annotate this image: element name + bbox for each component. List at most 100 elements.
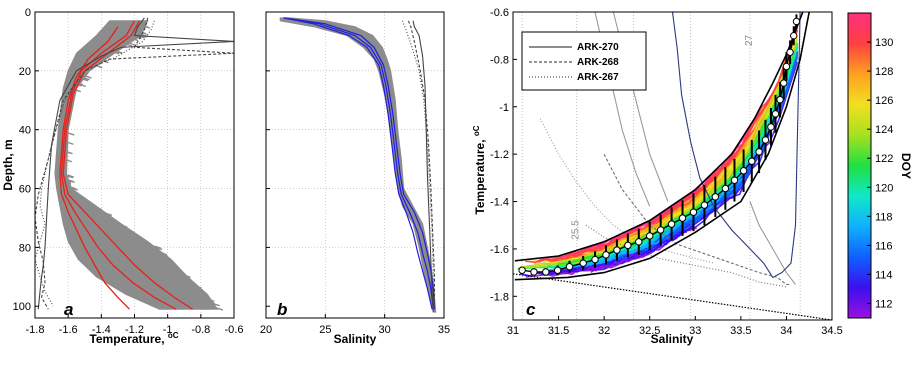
panel-a-cloud-streak xyxy=(125,43,133,47)
panel-a-cloud-streak xyxy=(67,174,75,178)
panel-b-letter: b xyxy=(277,300,287,319)
colorbar-tick-label: 120 xyxy=(875,182,893,194)
panel-a-cloud-streak xyxy=(121,224,128,228)
colorbar-tick-label: 112 xyxy=(875,298,893,310)
colorbar-label: DOY xyxy=(899,153,913,179)
panel-a-cloud-streak xyxy=(112,51,120,55)
panel-b-series-5 xyxy=(401,20,436,307)
panel-c-mean-point xyxy=(790,31,798,40)
panel-c-mean-point xyxy=(613,246,621,254)
panel-c-doy-curve xyxy=(638,107,781,258)
panel-c-mean-profile xyxy=(518,14,801,276)
panel-a-xtick-label: -1.8 xyxy=(26,324,45,336)
panel-b-x-label: Salinity xyxy=(334,332,377,346)
colorbar-tick-label: 122 xyxy=(875,153,893,165)
panel-a-cloud-streak xyxy=(131,37,138,42)
panel-c-mean-point xyxy=(518,266,526,274)
panel-a-xtick-label: -0.8 xyxy=(191,324,210,336)
panel-b-xtick-label: 30 xyxy=(379,324,391,336)
panel-a-xtick-label: -1.6 xyxy=(59,324,78,336)
panel-c-mean-point xyxy=(667,220,676,228)
panel-c-mean-point xyxy=(748,157,756,165)
panel-b-y-ticks xyxy=(266,11,270,307)
panel-c-mean-point xyxy=(689,208,698,216)
panel-a-cloud-streak xyxy=(208,300,215,304)
panel-a-cloud-streak xyxy=(68,132,75,136)
panel-c-mean-point xyxy=(579,259,587,267)
panel-a-xtick-label: -1 xyxy=(163,324,173,336)
panel-c-doy-curve xyxy=(616,222,694,260)
panel-a-ytick-label: 20 xyxy=(19,66,31,78)
panel-a-cloud-streak xyxy=(152,247,160,251)
panel-c-y-ticks: -1.8 -1.6 -1.4 -1.2 -1 -0.8 -0.6 xyxy=(490,7,517,303)
panel-a-profiles xyxy=(35,17,234,310)
panel-c-isopycnal-labels: 25.5 27 xyxy=(571,34,755,239)
panel-c-ts-diagram: 25.5 27 31 31.5 32 32.5 33 33.5 34 34.5 -1.8 -1.6… xyxy=(472,7,913,346)
panel-c-mean-point xyxy=(782,62,791,71)
panel-a-cloud-streak xyxy=(63,174,71,178)
panel-c-ytick-label: -0.6 xyxy=(490,7,509,19)
panel-c-mean-point xyxy=(602,251,610,259)
panel-a-cloud-streak xyxy=(135,36,142,40)
panel-b-xtick-label: 25 xyxy=(319,324,331,336)
panel-a-cloud-streak xyxy=(65,179,72,183)
panel-c-mean-point xyxy=(656,226,665,234)
panel-c-mean-point xyxy=(792,17,801,26)
panel-c-xtick-label: 31 xyxy=(507,325,519,337)
colorbar-tick-label: 116 xyxy=(875,240,893,252)
panel-a-cloud-streak xyxy=(79,83,86,88)
panel-c-ref-ark-270 xyxy=(671,12,801,279)
panel-b-series-0 xyxy=(283,17,434,310)
panel-a-x-label: Temperature, oC xyxy=(89,331,178,346)
panel-a-y-ticks: 0 20 40 60 80 100 xyxy=(13,7,39,313)
panel-b-gray-cloud xyxy=(279,17,437,313)
colorbar-tick-label: 114 xyxy=(875,269,893,281)
panel-a-cloud-streak xyxy=(66,178,73,183)
panel-b-profiles xyxy=(283,17,436,313)
panel-c-x-label: Salinity xyxy=(651,332,694,346)
panel-a-cloud-streak xyxy=(143,25,151,29)
panel-c-gray-profile-2 xyxy=(539,118,714,264)
panel-a-cloud-streak xyxy=(216,307,224,311)
panel-a-xtick-label: -1.4 xyxy=(92,324,111,336)
panel-c-mean-point xyxy=(739,167,748,175)
panel-c-mean-point xyxy=(678,214,687,222)
panel-a-y-label: Depth, m xyxy=(1,139,15,190)
panel-c-mean-point xyxy=(624,241,632,250)
panel-a-cloud-streak xyxy=(116,50,123,55)
panel-a-cloud-streak xyxy=(75,83,82,87)
panel-a-series-4 xyxy=(35,17,234,310)
panel-c-mean-point xyxy=(776,95,784,104)
panel-b-xtick-label: 20 xyxy=(260,324,272,336)
panel-a-cloud-streak xyxy=(140,238,147,242)
panel-b-series-2 xyxy=(283,17,433,310)
panel-c-ytick-label: -1.4 xyxy=(490,197,509,209)
panel-c-envelope-lower xyxy=(514,12,810,281)
panel-b-salinity-profile: 20 25 30 35 Salinity b xyxy=(260,11,450,346)
panel-c-xtick-label: 34 xyxy=(780,325,792,337)
colorbar-gradient xyxy=(847,12,872,319)
panel-a-cloud-streak xyxy=(158,252,166,256)
panel-a-cloud-streak xyxy=(105,212,113,216)
panel-a-cloud-streak xyxy=(187,280,195,285)
panel-c-doy-curve xyxy=(655,27,799,225)
panel-c-mean-point xyxy=(771,110,780,118)
panel-a-cloud-streak xyxy=(67,141,74,145)
panel-a-cloud-streak xyxy=(71,187,78,191)
panel-a-ytick-label: 60 xyxy=(19,184,31,196)
panel-a-cloud-streak xyxy=(140,31,147,35)
panel-a-series-2 xyxy=(59,26,130,310)
panel-c-mean-point xyxy=(755,148,763,156)
panel-c-mean-point xyxy=(700,201,709,209)
legend-label-ark268: ARK-268 xyxy=(577,57,619,68)
panel-a-cloud-streak xyxy=(95,65,103,69)
panel-c-mean-point xyxy=(786,48,794,56)
panel-c-gray-profile-deep xyxy=(749,201,796,285)
legend-label-ark270: ARK-270 xyxy=(577,42,619,53)
panel-a-series-5 xyxy=(35,20,155,307)
panel-a-xtick-label: -1.2 xyxy=(125,324,144,336)
colorbar-ticks: 112 114 116 118 120 122 124 126 128 130 xyxy=(867,37,893,310)
panel-a-temperature-profile: -1.8 -1.6 -1.4 -1.2 -1 -0.8 -0.6 020406080100 … xyxy=(1,7,243,346)
panel-b-frame xyxy=(265,11,445,319)
panel-a-series-0 xyxy=(60,20,177,310)
